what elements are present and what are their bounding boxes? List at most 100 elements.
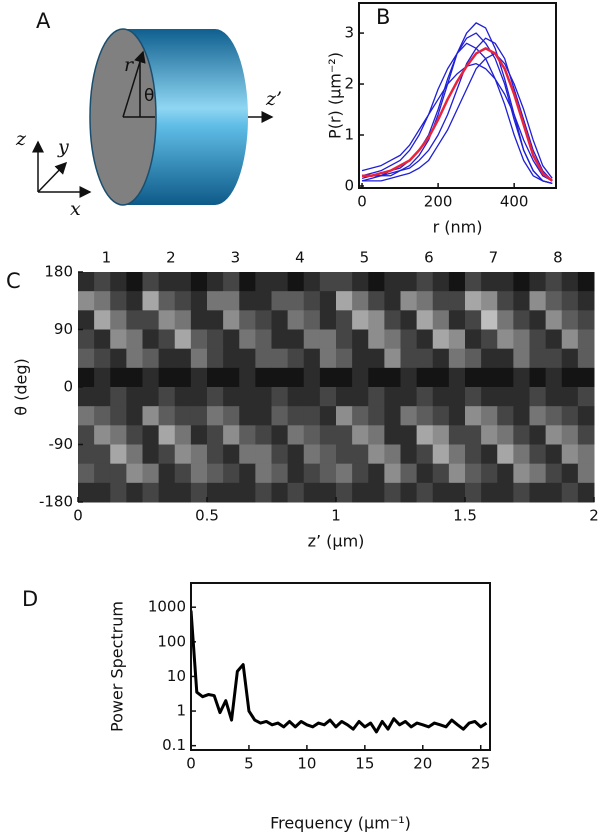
heat-cell: [448, 425, 466, 445]
heat-cell: [513, 291, 530, 311]
heat-cell: [352, 387, 369, 407]
heat-cell: [78, 387, 95, 407]
heat-cell: [223, 406, 240, 426]
heat-cell: [126, 348, 143, 369]
heat-cell: [78, 406, 95, 426]
heat-cell: [255, 387, 272, 407]
heat-cell: [529, 310, 547, 330]
heat-cell: [303, 348, 321, 369]
heat-cell: [368, 348, 385, 369]
heat-cell: [432, 291, 450, 311]
heat-cell: [465, 291, 482, 311]
heat-cell: [287, 348, 305, 369]
heat-cell: [190, 425, 208, 445]
heat-cell: [239, 310, 256, 330]
heat-cell: [271, 482, 289, 503]
heat-cell: [110, 463, 127, 484]
x-tick-label: 1.5: [453, 507, 477, 525]
heat-cell: [207, 387, 224, 407]
heat-cell: [78, 310, 95, 330]
heat-cell: [255, 348, 272, 369]
data-line: [191, 610, 488, 734]
heat-cell: [336, 444, 353, 465]
heat-cell: [384, 348, 401, 369]
x-tick-label: 400: [500, 193, 529, 211]
heat-cell: [126, 291, 143, 311]
heat-cell: [303, 387, 321, 407]
heat-cell: [303, 406, 321, 426]
heat-cell: [190, 348, 208, 369]
heat-cell: [207, 329, 224, 350]
heat-cell: [142, 291, 160, 311]
heat-cell: [465, 387, 482, 407]
heat-cell: [416, 387, 434, 407]
heat-cell: [287, 291, 305, 311]
heat-cell: [529, 463, 547, 484]
heat-cell: [319, 348, 337, 369]
x-label: x: [70, 198, 81, 220]
cylinder-end: [182, 29, 248, 205]
heat-cell: [448, 348, 466, 369]
heat-cell: [336, 329, 353, 350]
heat-cell: [513, 367, 530, 388]
heat-cell: [465, 482, 482, 503]
heat-cell: [529, 387, 547, 407]
heat-cell: [94, 387, 111, 407]
heat-cell: [352, 425, 369, 445]
heat-cell: [223, 425, 240, 445]
heat-cell: [303, 482, 321, 503]
heat-cell: [561, 348, 579, 369]
heat-cell: [94, 406, 111, 426]
heat-cell: [368, 444, 385, 465]
heat-cell: [400, 482, 418, 503]
y-tick-label: 10: [167, 667, 186, 685]
heat-cell: [400, 291, 418, 311]
heat-cell: [271, 291, 289, 311]
heat-cell: [223, 387, 240, 407]
heat-cell: [416, 329, 434, 350]
heat-cell: [384, 329, 401, 350]
heat-cell: [158, 310, 176, 330]
heat-cell: [303, 463, 321, 484]
heat-cell: [368, 463, 385, 484]
heat-cell: [513, 310, 530, 330]
heat-cell: [319, 425, 337, 445]
heat-cell: [287, 329, 305, 350]
data-line: [361, 42, 553, 185]
heat-cell: [400, 463, 418, 484]
heat-cell: [432, 329, 450, 350]
heat-cell: [336, 291, 353, 311]
heat-cell: [94, 291, 111, 311]
x-tick-label: 1: [331, 507, 341, 525]
heat-cell: [481, 329, 498, 350]
heat-cell: [497, 348, 514, 369]
heat-cell: [239, 348, 256, 369]
heat-cell: [400, 310, 418, 330]
heat-cell: [190, 272, 208, 292]
heat-cell: [190, 310, 208, 330]
heat-cell: [94, 329, 111, 350]
heat-cell: [416, 367, 434, 388]
heat-cell: [465, 463, 482, 484]
heat-cell: [126, 444, 143, 465]
heat-cell: [368, 482, 385, 503]
y-axis-label: θ (deg): [12, 358, 31, 416]
heat-cell: [465, 425, 482, 445]
heat-cell: [319, 329, 337, 350]
heat-cell: [174, 406, 192, 426]
panel-label: D: [22, 587, 38, 611]
heat-cell: [110, 406, 127, 426]
heat-cell: [384, 482, 401, 503]
heat-cell: [561, 482, 579, 503]
heat-cell: [465, 406, 482, 426]
heat-cell: [142, 367, 160, 388]
heat-cell: [158, 291, 176, 311]
heat-cell: [465, 310, 482, 330]
heat-cell: [158, 272, 176, 292]
heat-cell: [545, 482, 563, 503]
heat-cell: [78, 272, 95, 292]
heat-cell: [352, 482, 369, 503]
heat-cell: [336, 482, 353, 503]
x-tick-label: 0.5: [195, 507, 219, 525]
heat-cell: [239, 291, 256, 311]
